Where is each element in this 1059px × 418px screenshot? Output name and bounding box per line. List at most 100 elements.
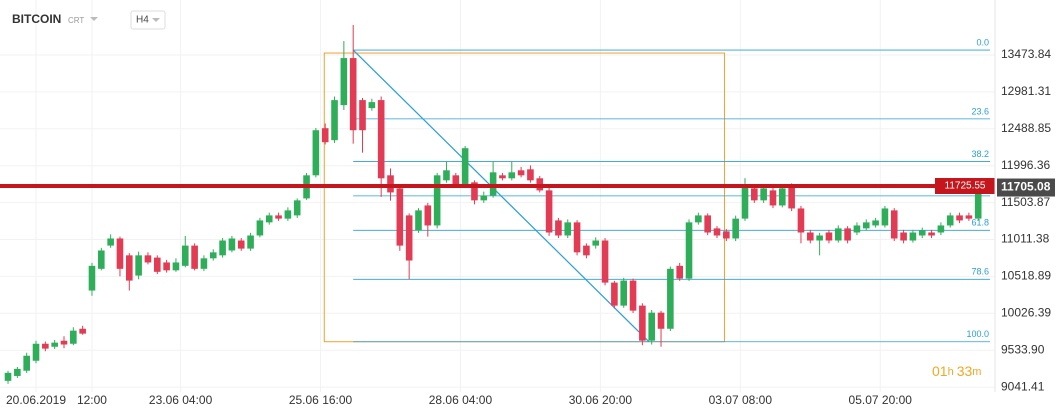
dropdown-arrow[interactable] — [152, 18, 160, 22]
y-tick-label: 10026.39 — [1001, 305, 1051, 319]
candle-body — [648, 312, 656, 341]
candle-body — [862, 222, 870, 229]
dropdown-arrow[interactable] — [90, 17, 98, 21]
y-tick-label: 12488.85 — [1001, 121, 1051, 135]
interval-label[interactable]: H4 — [136, 15, 149, 26]
candle-body — [583, 245, 590, 256]
candle-body — [788, 185, 795, 209]
y-tick-label: 12981.31 — [1001, 84, 1051, 98]
candle-body — [853, 225, 861, 233]
timer-m: m — [972, 366, 981, 378]
candle-body — [974, 187, 982, 219]
candle-body — [489, 172, 497, 196]
candle-body — [424, 205, 432, 226]
candle-body — [107, 238, 114, 246]
candle-body — [443, 170, 450, 181]
candle-body — [881, 208, 889, 226]
candle-body — [592, 240, 600, 246]
fib-level-label: 23.6 — [971, 106, 989, 116]
candle-body — [200, 258, 208, 269]
candle-body — [321, 128, 329, 143]
candle-body — [51, 342, 58, 347]
candle-body — [751, 188, 758, 201]
candle-body — [275, 215, 282, 219]
candle-body — [527, 169, 534, 181]
candle-body — [312, 130, 320, 176]
candle-body — [461, 148, 469, 186]
candle-body — [116, 238, 124, 269]
price-line-label: 11725.55 — [945, 181, 986, 192]
candle-body — [629, 280, 637, 311]
timer-h: h — [948, 366, 954, 378]
interval-select[interactable] — [130, 10, 166, 30]
candle-body — [909, 232, 917, 241]
candle-body — [704, 215, 711, 233]
candle-body — [368, 102, 376, 109]
candle-body — [284, 210, 292, 219]
candle-body — [741, 185, 749, 219]
candle-body — [918, 230, 926, 236]
candle-body — [657, 312, 665, 329]
last-price-box — [997, 178, 1055, 197]
x-tick-label: 30.06 20:00 — [569, 393, 633, 407]
candle-body — [667, 268, 674, 329]
candle-body — [695, 215, 702, 223]
candle-body — [545, 190, 553, 233]
candle-body — [965, 215, 973, 219]
candle-body — [956, 215, 963, 221]
y-tick-label: 11011.38 — [1001, 232, 1050, 246]
timer-minutes: 33 — [957, 363, 973, 379]
candle-body — [405, 215, 413, 261]
candle-body — [452, 175, 460, 186]
candle-body — [834, 228, 842, 241]
candle-body — [517, 170, 525, 176]
candle-body — [825, 232, 833, 241]
candle-timer: 01h 33m — [932, 363, 981, 379]
candle-body — [601, 240, 609, 283]
candle-body — [172, 262, 180, 271]
candle-body — [555, 220, 562, 236]
candle-body — [433, 175, 441, 226]
candle-body — [499, 175, 506, 179]
x-tick-label: 03.07 08:00 — [709, 393, 773, 407]
candle-body — [480, 195, 488, 201]
candle-body — [153, 257, 161, 272]
candle-body — [620, 280, 628, 306]
candle-body — [377, 100, 385, 179]
candle-body — [14, 368, 21, 376]
candle-body — [265, 215, 273, 223]
candle-body — [732, 218, 739, 239]
candle-body — [946, 215, 954, 226]
candle-body — [611, 282, 618, 306]
candle-body — [387, 175, 394, 193]
candle-body — [471, 182, 478, 201]
instrument-name[interactable]: BITCOIN — [12, 12, 61, 26]
candle-body — [256, 220, 264, 236]
candle-body — [508, 172, 516, 179]
candle-body — [79, 328, 86, 334]
candle-body — [359, 100, 366, 131]
candle-body — [890, 210, 898, 239]
candle-body — [60, 340, 68, 345]
candle-body — [415, 210, 422, 231]
candle-body — [937, 225, 945, 233]
candle-body — [209, 252, 217, 259]
candle-body — [32, 343, 40, 361]
y-tick-label: 11996.36 — [1001, 158, 1050, 172]
x-tick-label: 23.06 04:00 — [149, 393, 213, 407]
candle-body — [844, 228, 851, 241]
candle-body — [125, 255, 133, 281]
candle-body — [564, 222, 572, 236]
candle-body — [163, 262, 170, 271]
y-tick-label: 11503.87 — [1001, 195, 1050, 209]
candle-body — [98, 250, 105, 269]
candle-body — [4, 372, 12, 381]
candle-body — [900, 232, 907, 241]
candle-body — [247, 235, 254, 249]
x-tick-label: 28.06 04:00 — [429, 393, 493, 407]
price-line-label-box — [935, 177, 995, 194]
candle-body — [144, 255, 152, 263]
candle-body — [806, 232, 814, 241]
candle-body — [237, 240, 245, 249]
x-tick-label: 25.06 16:00 — [289, 393, 353, 407]
